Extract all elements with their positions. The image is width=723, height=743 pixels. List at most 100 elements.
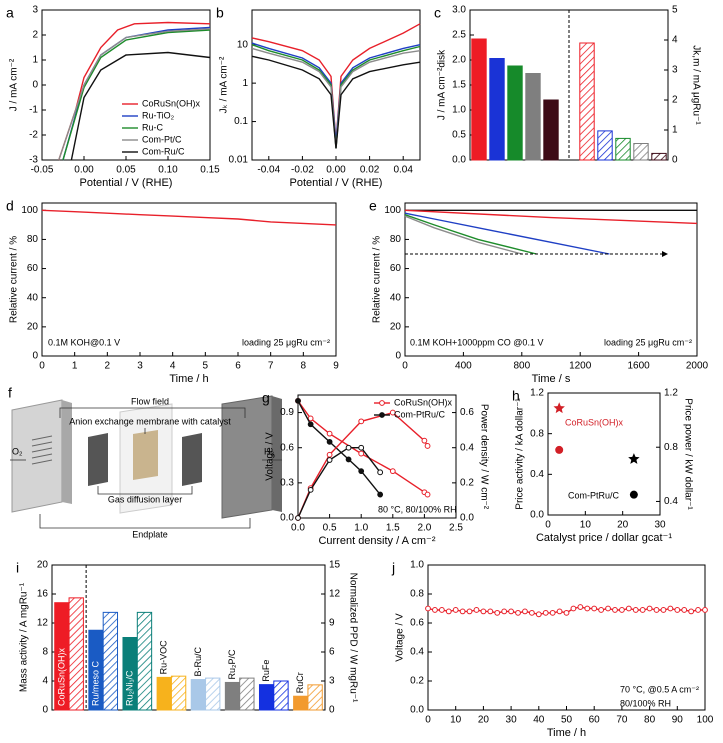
y-tick-label: 0 [32,80,38,91]
category-label: Ru/meso C [90,660,100,706]
y2-tick-label: 3 [672,65,678,76]
y-tick-label: 0.8 [410,589,424,600]
series-line [404,209,698,225]
point-marker [695,607,701,613]
point-marker [542,609,549,616]
x-tick-label: 30 [506,715,518,726]
hatched-bar [597,130,613,161]
y2-tick-label: 3 [329,676,335,687]
label-membrane: Anion exchange membrane with catalyst [69,416,231,426]
point-marker [307,486,314,493]
category-label: Ru₂P/C [227,649,237,680]
y-tick-label: 0.0 [280,513,294,524]
legend-label: Ru-C [142,122,164,132]
point-marker [389,468,396,475]
point-marker [674,607,681,613]
x-tick-label: 1200 [569,361,592,372]
point-marker [570,605,577,612]
point-marker [432,607,438,613]
point-marker [438,607,445,613]
y-tick-label: 12 [37,618,49,629]
y-tick-label: 0.9 [280,407,294,418]
x-tick-label: 0.5 [323,523,337,534]
point-marker [584,605,591,612]
plot-frame [297,394,457,519]
point-marker [494,609,501,616]
y-tick-label: 0 [395,351,401,362]
endplate-right-side [272,396,282,512]
y-tick-label: 1.0 [452,105,466,116]
y-tick-label: 16 [37,589,49,600]
y-tick-label: 0.5 [452,130,466,141]
y-tick-label: 0.0 [452,155,466,166]
bar [156,676,172,711]
x-tick-label: -0.02 [291,165,314,176]
x-tick-label: 0.00 [74,165,94,176]
hatched-bar [651,152,667,161]
y2-tick-label: 6 [329,647,335,658]
bar [525,73,541,161]
annotation: 80/100% RH [620,698,671,708]
panel-label: h [512,388,520,404]
point-marker [358,444,365,451]
point-marker [452,607,459,613]
y-tick-label: 0.01 [229,155,249,166]
point-marker [445,608,452,615]
y-tick-label: 40 [390,292,402,303]
point-marker [425,605,431,612]
x-tick-label: 7 [268,361,274,372]
x-tick-label: 2.0 [417,523,431,534]
point-marker [473,607,480,613]
x-tick-label: 0.02 [360,165,380,176]
y2-tick-label: 0.4 [460,442,474,453]
bar [471,38,487,161]
y-tick-label: 60 [27,263,39,274]
point-marker [326,457,333,463]
y2-tick-label: 0 [329,705,335,716]
hatched-bar [170,675,187,711]
y2-tick-label: 15 [329,560,341,571]
y2-tick-label: 1 [672,125,678,136]
plot-frame [51,564,326,711]
y-tick-label: 2 [32,30,38,41]
y2-tick-label: 0.2 [460,477,474,488]
bar [507,65,523,161]
x-tick-label: 40 [533,715,545,726]
hatched-bar [239,677,255,711]
y-tick-label: 10 [237,39,249,50]
y-axis-title: J / mA cm⁻² [9,58,20,111]
x-axis-title: Current density / A cm⁻² [318,535,435,547]
bar [258,684,275,711]
label-flow-field: Flow field [131,396,169,406]
series-line [58,28,211,161]
point-marker [424,443,431,449]
point-marker [646,605,653,612]
annotation: 80 °C, 80/100% RH [378,504,457,514]
x-tick-label: 8 [301,361,307,372]
y-tick-label: -2 [29,130,38,141]
point-marker [501,608,508,615]
point-marker [389,409,396,416]
series-line [70,51,211,161]
reference-arrow [662,251,668,257]
y-tick-label: 1 [242,78,248,89]
y-tick-label: 80 [27,234,39,245]
point-marker [591,605,598,612]
point-marker [688,608,695,615]
point-marker [295,515,301,521]
x-axis-title: Time / h [547,727,586,738]
point-marker [421,437,428,444]
annotation: 70 °C, @0.5 A cm⁻² [620,684,699,694]
y-tick-label: 20 [27,321,39,332]
series-line [251,23,421,142]
y-axis-title: Relative current / % [372,236,383,323]
point-marker [702,607,708,613]
y-tick-label: 0.6 [410,618,424,629]
point-marker [326,438,333,445]
y2-tick-label: 5 [672,5,678,16]
point-marker [639,607,646,613]
endplate-side [62,400,72,504]
point-marker [326,451,333,458]
category-label: CoRuSn(OH)x [56,647,66,706]
y2-tick-label: 2 [672,95,678,106]
